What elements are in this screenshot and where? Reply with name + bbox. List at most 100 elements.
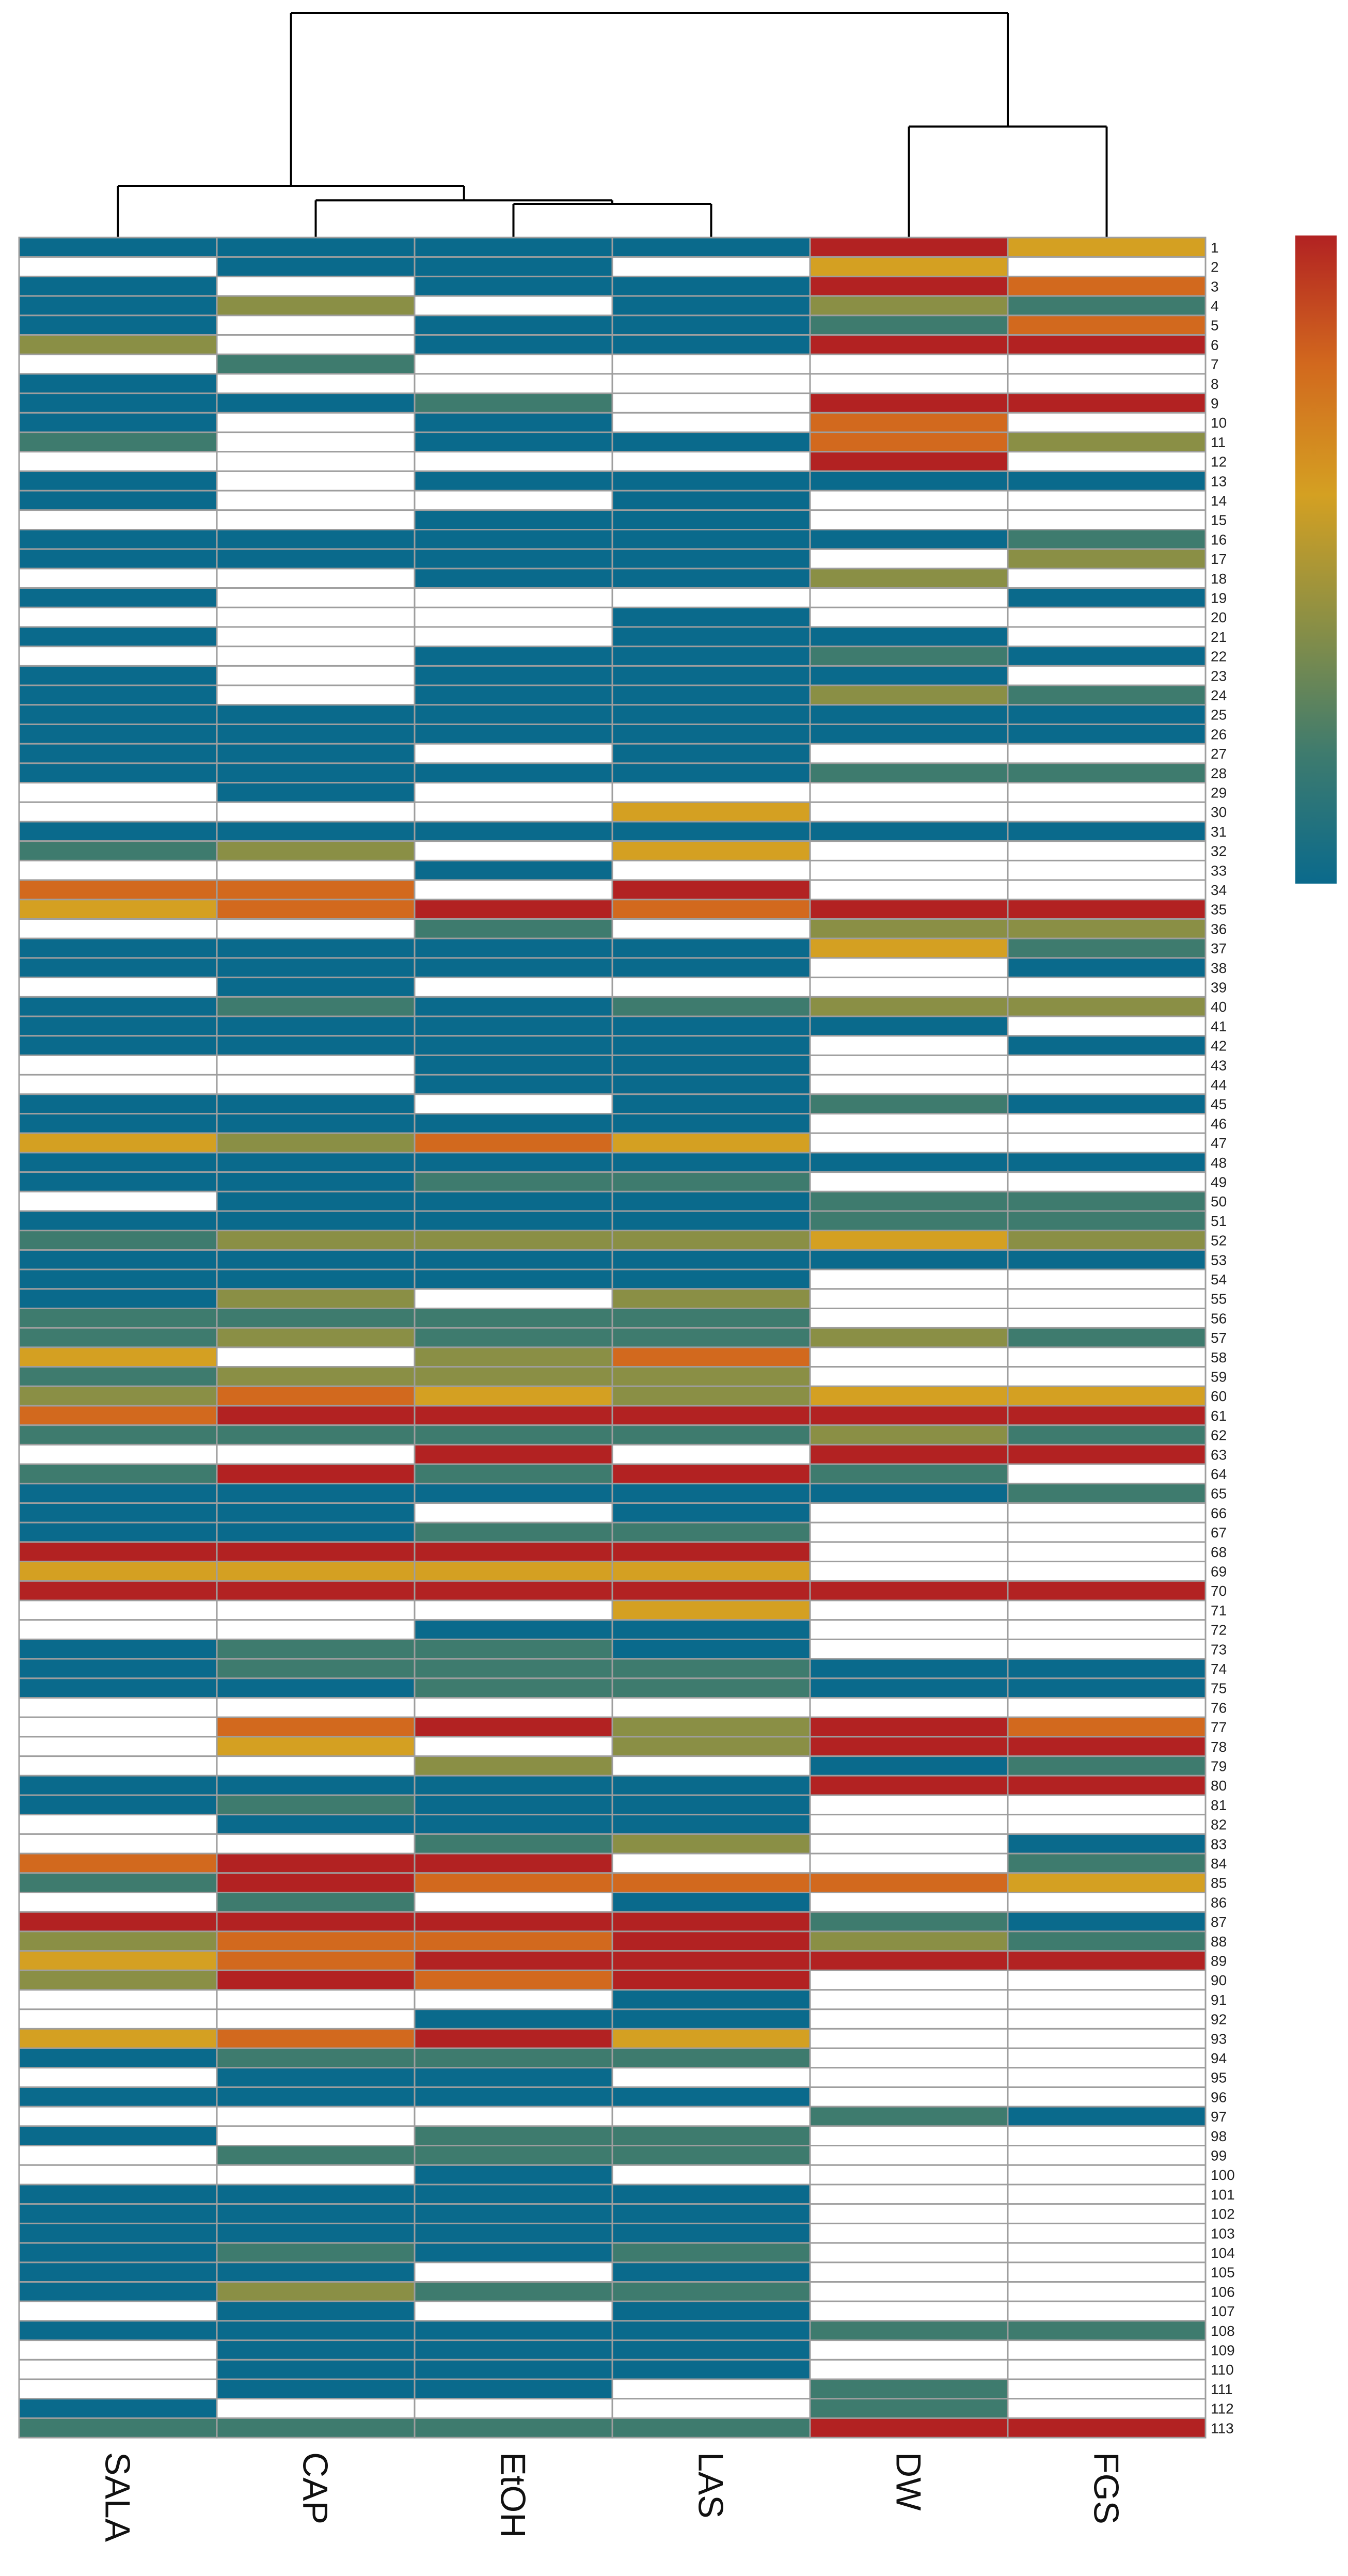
heatmap-cell-r49-sala	[18, 1171, 218, 1192]
heatmap-cell-r7-fgs	[1007, 353, 1207, 375]
heatmap-cell-r76-cap	[216, 1697, 416, 1718]
heatmap-cell-r65-sala	[18, 1483, 218, 1504]
row-label: 86	[1211, 1894, 1227, 1910]
heatmap-cell-r42-las	[611, 1035, 811, 1056]
heatmap-cell-r35-etoh	[414, 899, 613, 920]
row-label: 52	[1211, 1233, 1227, 1249]
heatmap-cell-r68-sala	[18, 1541, 218, 1563]
heatmap-cell-r64-etoh	[414, 1463, 613, 1485]
heatmap-cell-r76-sala	[18, 1697, 218, 1718]
heatmap-cell-r54-las	[611, 1268, 811, 1290]
heatmap-cell-r69-cap	[216, 1561, 416, 1582]
heatmap-cell-r89-las	[611, 1950, 811, 1971]
heatmap-cell-r37-cap	[216, 937, 416, 959]
row-label: 28	[1211, 765, 1227, 781]
heatmap-cell-r66-dw	[809, 1502, 1009, 1523]
heatmap-cell-r98-sala	[18, 2125, 218, 2147]
heatmap-cell-r44-dw	[809, 1074, 1009, 1095]
heatmap-cell-r15-dw	[809, 509, 1009, 530]
row-label: 27	[1211, 746, 1227, 762]
heatmap-cell-r35-sala	[18, 899, 218, 920]
heatmap-cell-r31-etoh	[414, 821, 613, 842]
heatmap-cell-r13-etoh	[414, 470, 613, 492]
heatmap-cell-r24-cap	[216, 684, 416, 706]
heatmap-cell-r113-fgs	[1007, 2417, 1207, 2439]
heatmap-cell-r3-las	[611, 275, 811, 297]
heatmap-cell-r47-etoh	[414, 1132, 613, 1154]
heatmap-cell-r113-sala	[18, 2417, 218, 2439]
row-label: 65	[1211, 1486, 1227, 1502]
heatmap-cell-r91-fgs	[1007, 1989, 1207, 2010]
heatmap-cell-r45-cap	[216, 1093, 416, 1115]
row-label: 106	[1211, 2284, 1235, 2300]
heatmap-cell-r46-fgs	[1007, 1113, 1207, 1134]
heatmap-cell-r28-sala	[18, 762, 218, 784]
heatmap-cell-r85-dw	[809, 1872, 1009, 1894]
heatmap-cell-r48-las	[611, 1152, 811, 1173]
heatmap-cell-r18-etoh	[414, 568, 613, 589]
heatmap-cell-r60-dw	[809, 1385, 1009, 1407]
heatmap-cell-r105-cap	[216, 2261, 416, 2283]
heatmap-cell-r51-fgs	[1007, 1210, 1207, 1232]
heatmap-cell-r106-fgs	[1007, 2281, 1207, 2302]
heatmap-cell-r52-fgs	[1007, 1230, 1207, 1251]
heatmap-cell-r10-cap	[216, 412, 416, 433]
heatmap-cell-r78-cap	[216, 1736, 416, 1757]
heatmap-cell-r81-etoh	[414, 1794, 613, 1816]
heatmap-cell-r98-cap	[216, 2125, 416, 2147]
row-label: 75	[1211, 1680, 1227, 1697]
heatmap-cell-r92-etoh	[414, 2008, 613, 2030]
heatmap-cell-r35-fgs	[1007, 899, 1207, 920]
row-label: 89	[1211, 1953, 1227, 1969]
heatmap-cell-r76-las	[611, 1697, 811, 1718]
heatmap-cell-r49-cap	[216, 1171, 416, 1192]
heatmap-cell-r85-sala	[18, 1872, 218, 1894]
heatmap-cell-r101-etoh	[414, 2184, 613, 2205]
heatmap-cell-r81-cap	[216, 1794, 416, 1816]
row-label: 113	[1211, 2420, 1234, 2436]
heatmap-cell-r40-las	[611, 996, 811, 1017]
heatmap-cell-r30-cap	[216, 801, 416, 823]
row-label: 20	[1211, 609, 1227, 625]
heatmap-cell-r51-dw	[809, 1210, 1009, 1232]
heatmap-cell-r40-sala	[18, 996, 218, 1017]
heatmap-cell-r23-dw	[809, 665, 1009, 686]
heatmap-cell-r21-fgs	[1007, 626, 1207, 648]
row-label: 112	[1211, 2401, 1234, 2417]
heatmap-cell-r6-fgs	[1007, 334, 1207, 355]
heatmap-cell-r90-cap	[216, 1969, 416, 1991]
heatmap-cell-r70-etoh	[414, 1580, 613, 1601]
heatmap-cell-r83-etoh	[414, 1833, 613, 1855]
heatmap-cell-r7-sala	[18, 353, 218, 375]
heatmap-cell-r106-cap	[216, 2281, 416, 2302]
heatmap-cell-r10-dw	[809, 412, 1009, 433]
heatmap-cell-r93-sala	[18, 2028, 218, 2049]
heatmap-cell-r51-cap	[216, 1210, 416, 1232]
heatmap-cell-r75-etoh	[414, 1677, 613, 1699]
heatmap-cell-r25-etoh	[414, 704, 613, 726]
heatmap-cell-r96-fgs	[1007, 2086, 1207, 2108]
heatmap-cell-r29-etoh	[414, 782, 613, 803]
heatmap-cell-r2-dw	[809, 256, 1009, 277]
heatmap-cell-r21-las	[611, 626, 811, 648]
heatmap-cell-r62-sala	[18, 1424, 218, 1446]
heatmap-cell-r69-dw	[809, 1561, 1009, 1582]
heatmap-cell-r94-dw	[809, 2047, 1009, 2069]
heatmap-cell-r43-etoh	[414, 1054, 613, 1076]
heatmap-cell-r17-sala	[18, 548, 218, 570]
heatmap-cell-r29-dw	[809, 782, 1009, 803]
heatmap-cell-r1-sala	[18, 237, 218, 258]
heatmap-cell-r102-fgs	[1007, 2203, 1207, 2224]
heatmap-cell-r63-etoh	[414, 1443, 613, 1465]
heatmap-cell-r100-etoh	[414, 2164, 613, 2186]
heatmap-cell-r47-las	[611, 1132, 811, 1154]
heatmap-cell-r69-las	[611, 1561, 811, 1582]
row-label: 94	[1211, 2050, 1227, 2066]
heatmap-cell-r111-las	[611, 2378, 811, 2400]
heatmap-cell-r48-etoh	[414, 1152, 613, 1173]
column-dendrogram	[117, 12, 1108, 238]
heatmap-cell-r9-las	[611, 392, 811, 414]
heatmap-cell-r56-dw	[809, 1308, 1009, 1329]
heatmap-cell-r103-las	[611, 2222, 811, 2244]
heatmap-cells	[18, 237, 1207, 2439]
